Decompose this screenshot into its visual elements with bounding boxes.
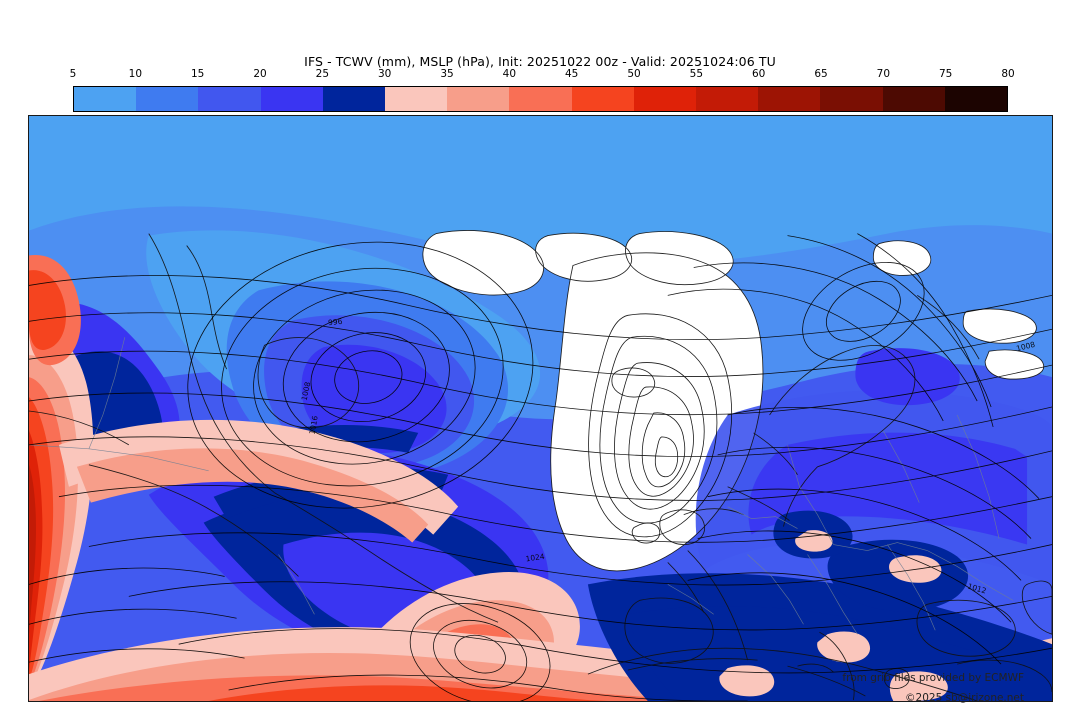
credit-source: from grib files provided by ECMWF xyxy=(842,672,1024,684)
colorbar-band-10-15 xyxy=(136,87,199,111)
colorbar-band-60-65 xyxy=(758,87,821,111)
contour-label: 996 xyxy=(328,317,343,327)
colorbar-band-5-10 xyxy=(74,87,137,111)
colorbar-tick-15: 15 xyxy=(190,68,205,80)
colorbar-band-15-20 xyxy=(198,87,261,111)
colorbar-tick-65: 65 xyxy=(814,68,828,80)
map-panel[interactable]: 1024 1008 996 1008 1016 1012 xyxy=(28,115,1053,702)
colorbar-tick-50: 50 xyxy=(627,68,641,80)
colorbar-tick-55: 55 xyxy=(689,68,704,80)
colorbar-band-75-80 xyxy=(944,87,1008,111)
colorbar-tick-80: 80 xyxy=(1001,68,1015,80)
colorbar-tick-labels: 5 10 15 20 25 30 35 40 45 50 55 60 65 70 75 80 xyxy=(69,68,1015,84)
colorbar-tick-10: 10 xyxy=(128,68,143,80)
colorbar: 5 10 15 20 25 30 35 40 45 50 55 60 65 70 75 80 xyxy=(70,68,1015,112)
colorbar-tick-70: 70 xyxy=(876,68,891,80)
colorbar-tick-60: 60 xyxy=(751,68,766,80)
colorbar-band-50-55 xyxy=(633,87,697,111)
colorbar-tick-25: 25 xyxy=(315,68,330,80)
colorbar-band-30-35 xyxy=(385,87,448,111)
colorbar-tick-75: 75 xyxy=(938,68,953,80)
colorbar-band-55-60 xyxy=(696,87,759,111)
contour-label: 1008 xyxy=(1015,340,1036,353)
colorbar-tick-5: 5 xyxy=(69,68,77,80)
colorbar-band-20-25 xyxy=(260,87,323,111)
colorbar-tick-20: 20 xyxy=(253,68,267,80)
map-field-svg: 1024 1008 996 1008 1016 1012 xyxy=(29,116,1052,701)
colorbar-tick-45: 45 xyxy=(564,68,579,80)
credit-copyright: ©2025 sb@irizone.net xyxy=(905,692,1024,704)
colorbar-band-65-70 xyxy=(820,87,883,111)
colorbar-tick-30: 30 xyxy=(377,68,392,80)
colorbar-tick-35: 35 xyxy=(440,68,454,80)
colorbar-band-40-45 xyxy=(509,87,572,111)
colorbar-band-25-30 xyxy=(322,87,386,111)
colorbar-band-35-40 xyxy=(447,87,510,111)
colorbar-band-70-75 xyxy=(882,87,945,111)
colorbar-tick-40: 40 xyxy=(502,68,517,80)
contour-label: 1024 xyxy=(525,552,545,564)
page-title: IFS - TCWV (mm), MSLP (hPa), Init: 20251… xyxy=(304,54,776,69)
contour-label: 1016 xyxy=(308,415,320,436)
contour-label: 1008 xyxy=(300,381,313,402)
colorbar-bands xyxy=(73,86,1008,112)
colorbar-band-45-50 xyxy=(571,87,634,111)
